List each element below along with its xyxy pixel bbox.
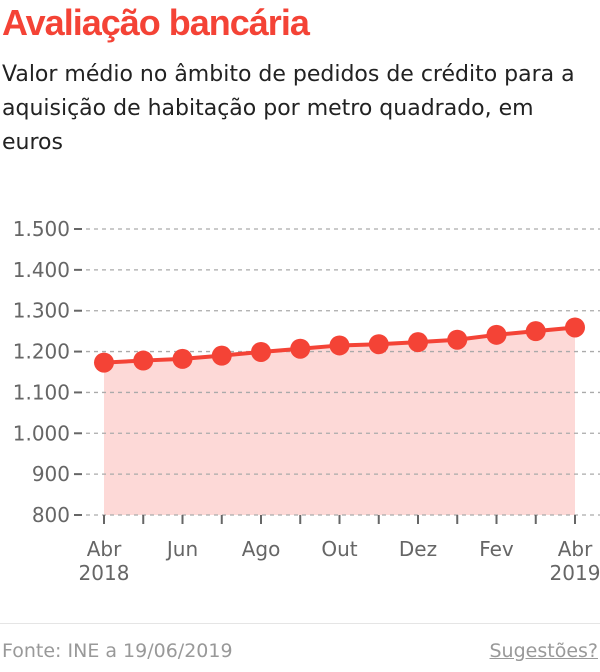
y-tick-label: 1.000 <box>13 421 70 445</box>
y-tick-label: 1.300 <box>13 299 70 323</box>
y-tick-label: 1.200 <box>13 340 70 364</box>
x-tick-label: Ago <box>242 537 281 561</box>
data-point <box>408 332 428 353</box>
data-point <box>525 321 546 342</box>
x-tick-year: 2018 <box>79 561 130 585</box>
x-tick-label: Abr <box>558 537 593 561</box>
x-tick-year: 2019 <box>550 561 600 585</box>
data-point <box>486 324 507 345</box>
chart: 8009001.0001.1001.2001.3001.4001.500Abr2… <box>13 217 600 585</box>
suggestions-link[interactable]: Sugestões? <box>489 640 599 662</box>
x-tick-label: Dez <box>399 537 437 561</box>
data-point <box>251 341 271 362</box>
x-tick-label: Abr <box>87 537 122 561</box>
x-tick-label: Out <box>321 537 357 561</box>
data-point <box>565 317 585 338</box>
footer-divider <box>0 623 600 624</box>
chart-subtitle: Valor médio no âmbito de pedidos de créd… <box>2 62 575 155</box>
y-tick-label: 1.100 <box>13 380 70 404</box>
data-point <box>94 352 114 373</box>
source-note: Fonte: INE a 19/06/2019 <box>2 640 233 662</box>
y-tick-label: 1.500 <box>13 217 70 241</box>
y-tick-label: 800 <box>32 503 70 527</box>
x-tick-label: Jun <box>165 537 198 561</box>
data-point <box>290 338 311 359</box>
data-point <box>211 345 232 366</box>
data-point <box>172 348 193 369</box>
data-point <box>368 334 389 355</box>
area-fill <box>104 327 575 515</box>
y-tick-label: 1.400 <box>13 258 70 282</box>
data-point <box>133 350 154 371</box>
y-tick-label: 900 <box>32 462 70 486</box>
x-tick-label: Fev <box>479 537 514 561</box>
data-point <box>447 329 468 350</box>
data-point <box>329 335 350 356</box>
chart-title: Avaliação bancária <box>2 2 310 43</box>
